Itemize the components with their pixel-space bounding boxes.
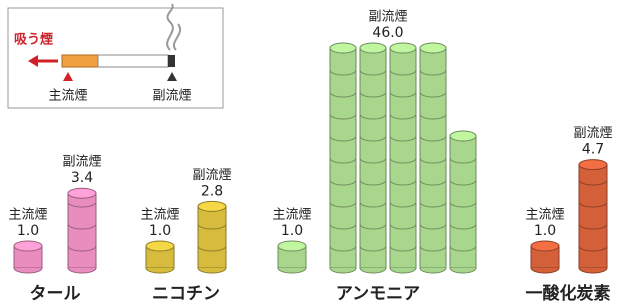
cylinder-body [360,48,386,268]
cylinder-bottom [390,268,416,273]
cylinder-bottom [531,268,559,273]
cylinder [278,241,306,273]
cylinder-bottom [278,268,306,273]
value-label: 1.0 [149,223,171,239]
cylinder-body [450,136,476,268]
cylinder-top [390,43,416,53]
cylinder-bottom [198,268,226,273]
cylinder-top [531,241,559,251]
cylinder [68,188,96,273]
series-label: 主流煙 [525,208,564,223]
category-label: ニコチン [152,284,220,304]
cylinder-body [330,48,356,268]
value-label: 1.0 [17,223,39,239]
cylinder-top [360,43,386,53]
cylinder-bottom [420,268,446,273]
series-label: 副流煙 [573,126,612,141]
series-label: 副流煙 [368,10,407,25]
cylinder-bottom [68,268,96,273]
series-label: 主流煙 [140,208,179,223]
cylinder-bottom [146,268,174,273]
cylinder-top [450,131,476,141]
cylinder-body [198,206,226,268]
cylinder-top [330,43,356,53]
series-label: 副流煙 [62,155,101,170]
value-label: 1.0 [281,223,303,239]
cylinder-body [579,165,607,268]
cylinder-top [14,241,42,251]
value-label: 1.0 [534,223,556,239]
value-label: 4.7 [582,142,604,158]
cylinder-top [278,241,306,251]
cylinder-bottom [579,268,607,273]
value-label: 2.8 [201,183,223,199]
cylinder-top [198,201,226,211]
inset-diagram: 吸う煙 主流煙 副流煙 [8,4,223,108]
side-label: 副流煙 [152,89,191,104]
filter [62,55,98,67]
cylinder-top [68,188,96,198]
cylinder-top [579,160,607,170]
cylinder [146,241,174,273]
cylinder-bottom [330,268,356,273]
cylinder-bottom [14,268,42,273]
category-label: 一酸化炭素 [526,283,611,304]
category-label: タール [30,284,81,304]
cylinder-top [146,241,174,251]
cylinder-body [420,48,446,268]
chart: 吸う煙 主流煙 副流煙 1.0主流煙3.4副流煙タール1.0主流煙2.8副流煙ニ… [0,0,622,306]
page: {"chart_data": {"type": "cylinder", "ann… [0,0,622,306]
cylinder-body [390,48,416,268]
cylinder [531,241,559,273]
cylinder [579,160,607,273]
cylinder-body [68,193,96,268]
main-label: 主流煙 [48,89,87,104]
cylinder [330,43,476,273]
series-label: 主流煙 [8,208,47,223]
ember [168,55,175,67]
inhale-label: 吸う煙 [14,32,53,48]
value-label: 46.0 [372,25,403,41]
cylinder [198,201,226,273]
series-label: 副流煙 [192,168,231,183]
cylinder [14,241,42,273]
cylinder-top [420,43,446,53]
cylinder-bottom [450,268,476,273]
cylinder-bottom [360,268,386,273]
series-label: 主流煙 [272,208,311,223]
category-label: アンモニア [336,284,420,304]
value-label: 3.4 [71,170,93,186]
cigarette [98,55,168,67]
